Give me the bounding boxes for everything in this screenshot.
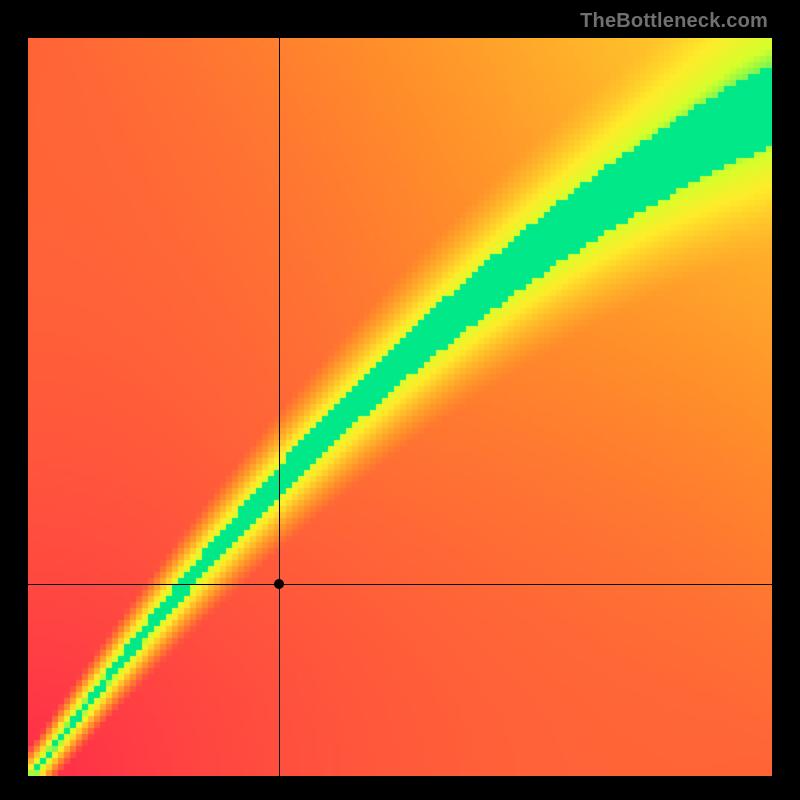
crosshair-horizontal bbox=[28, 584, 772, 585]
marker-dot bbox=[274, 579, 284, 589]
watermark-text: TheBottleneck.com bbox=[580, 10, 768, 33]
crosshair-vertical bbox=[279, 38, 280, 776]
heatmap-plot bbox=[28, 38, 772, 776]
heatmap-canvas bbox=[28, 38, 772, 776]
chart-container: TheBottleneck.com bbox=[0, 0, 800, 800]
